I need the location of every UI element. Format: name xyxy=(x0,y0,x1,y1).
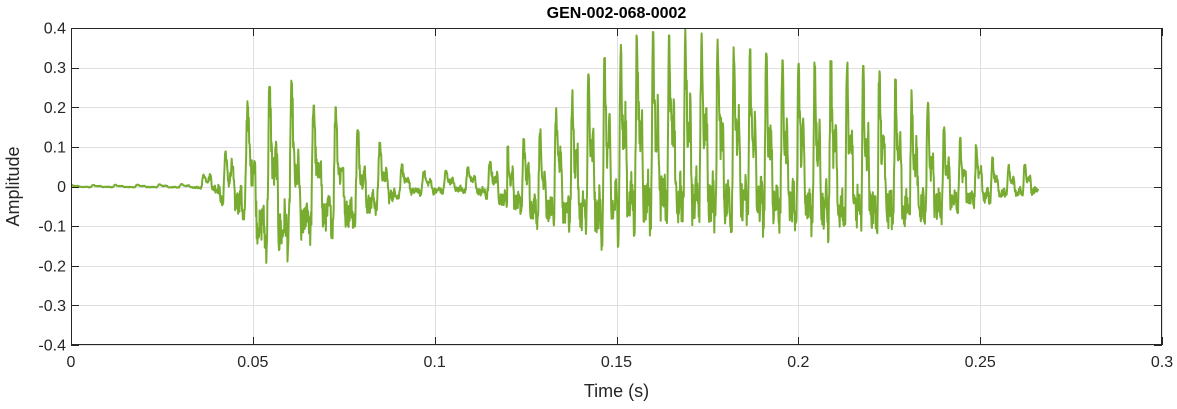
x-tick-label: 0.05 xyxy=(237,354,268,371)
x-tick-label: 0.1 xyxy=(424,354,446,371)
y-tick-label: 0.3 xyxy=(44,60,66,77)
x-tick-label: 0.3 xyxy=(1151,354,1173,371)
y-tick-label: -0.3 xyxy=(38,298,66,315)
y-tick-label: -0.2 xyxy=(38,258,66,275)
y-tick-label: 0.1 xyxy=(44,139,66,156)
x-tick-label: 0 xyxy=(67,354,76,371)
x-tick-label: 0.15 xyxy=(601,354,632,371)
x-tick-label: 0.25 xyxy=(965,354,996,371)
y-tick-label: 0.4 xyxy=(44,21,66,38)
series-line-0 xyxy=(71,28,1040,264)
axes-box xyxy=(71,28,1162,345)
x-tick-label: 0.2 xyxy=(787,354,809,371)
y-tick-label: -0.1 xyxy=(38,219,66,236)
y-tick-label: 0 xyxy=(57,179,66,196)
y-axis-label: Amplitude xyxy=(3,146,23,226)
y-tick-label: 0.2 xyxy=(44,100,66,117)
x-axis-label: Time (s) xyxy=(584,381,649,401)
x-axis-ticks: 0 0.05 0.1 0.15 0.2 0.25 0.3 xyxy=(67,28,1173,371)
y-tick-label: -0.4 xyxy=(38,338,66,355)
y-axis-ticks: -0.4 -0.3 -0.2 -0.1 0 0.1 0.2 0.3 0.4 xyxy=(38,21,1162,355)
grid xyxy=(71,28,1163,346)
chart-title: GEN-002-068-0002 xyxy=(547,5,687,22)
series-layer xyxy=(71,28,1040,264)
